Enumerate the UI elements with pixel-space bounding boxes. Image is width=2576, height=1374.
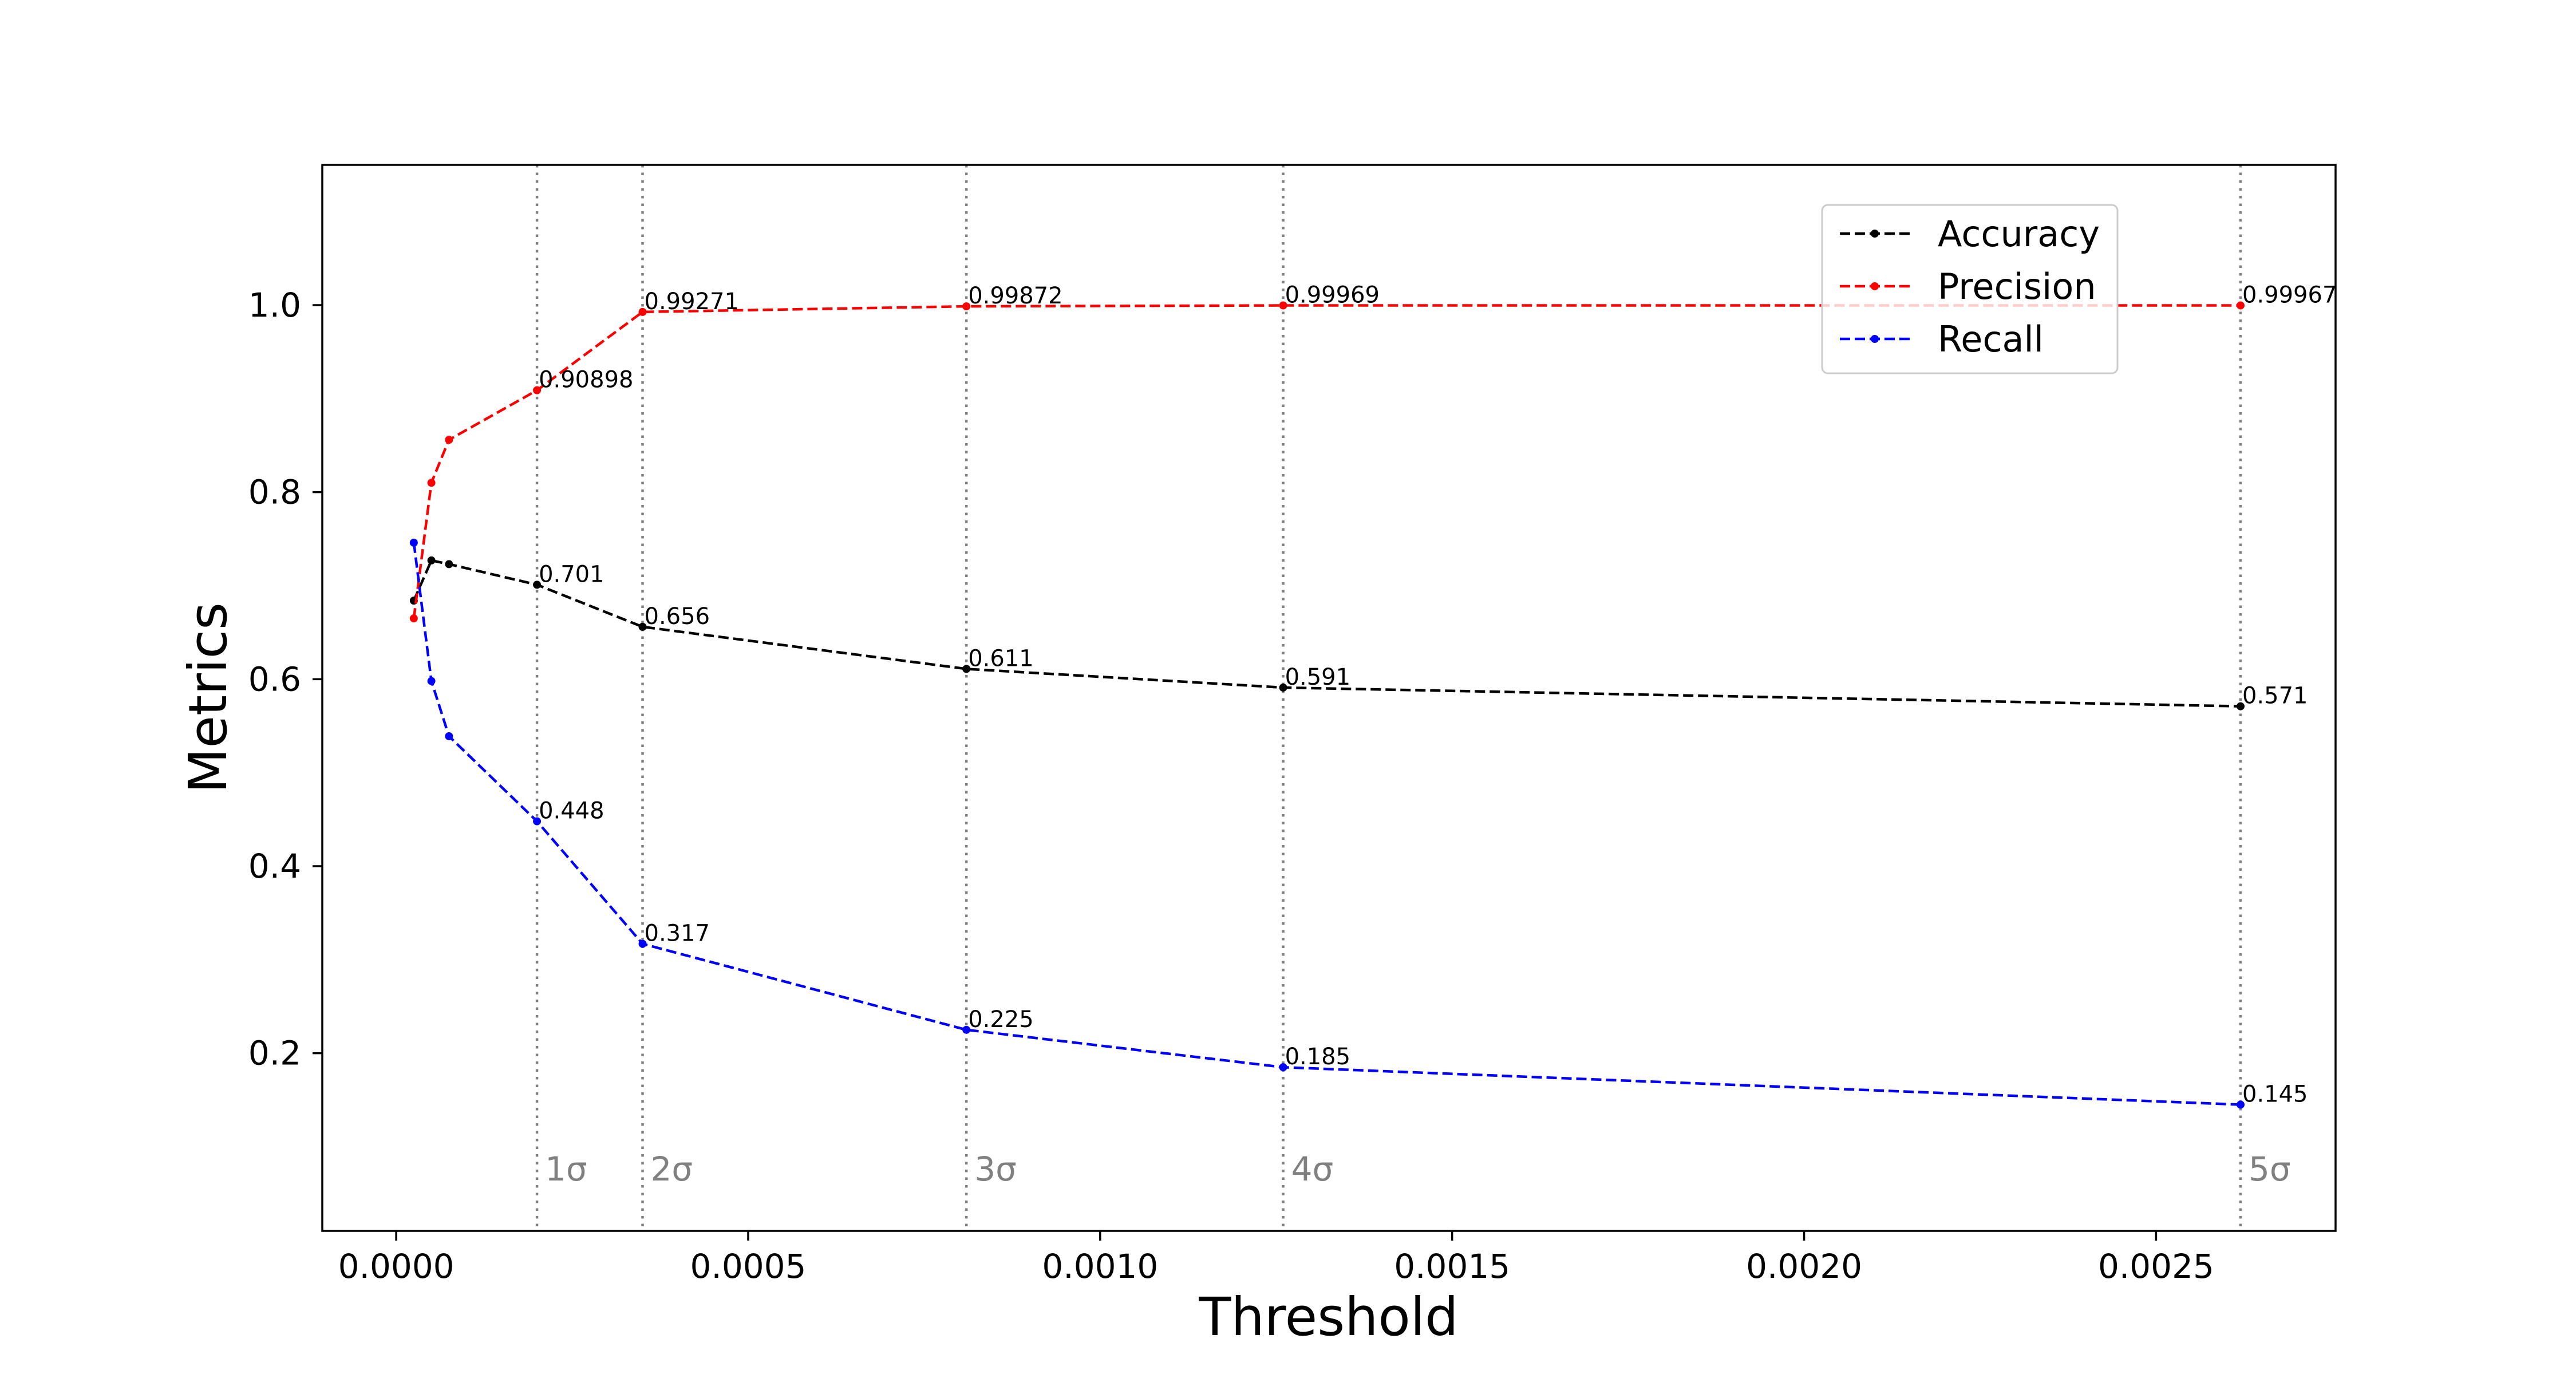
x-tick-label-6: 0.0025 <box>2098 1247 2214 1286</box>
x-axis-ticks: 0.0000 0.0005 0.0010 0.0015 0.0020 0.0025 <box>338 1231 2214 1286</box>
sigma-label-1: 1σ <box>545 1150 587 1189</box>
data-label-precision-5: 0.99271 <box>645 289 739 315</box>
y-tick-label-1: 0.2 <box>248 1034 301 1073</box>
legend-entry-recall: Recall <box>1840 318 2044 360</box>
data-label-accuracy-4: 0.701 <box>539 561 605 587</box>
data-label-accuracy-7: 0.591 <box>1285 664 1351 690</box>
point-precision-1 <box>409 614 418 623</box>
y-tick-label-5: 1.0 <box>248 286 301 325</box>
legend-entry-precision: Precision <box>1840 266 2096 307</box>
legend-entry-accuracy: Accuracy <box>1840 213 2100 255</box>
point-precision-2 <box>427 479 436 487</box>
legend-marker-precision <box>1871 282 1879 290</box>
series-accuracy <box>409 556 2245 710</box>
point-accuracy-5 <box>638 622 647 631</box>
point-recall-5 <box>638 939 647 948</box>
x-tick-label-4: 0.0015 <box>1394 1247 1510 1286</box>
y-tick-label-3: 0.6 <box>248 660 301 698</box>
sigma-label-3: 3σ <box>974 1150 1017 1189</box>
sigma-lines: 1σ 2σ 3σ 4σ 5σ <box>535 165 2291 1231</box>
point-recall-2 <box>427 677 436 685</box>
x-tick-label-1: 0.0000 <box>338 1247 455 1286</box>
point-accuracy-3 <box>445 560 453 568</box>
data-labels: 0.701 0.656 0.611 0.591 0.571 0.90898 0.99271 0… <box>539 282 2337 1108</box>
point-accuracy-4 <box>533 581 542 589</box>
point-recall-1 <box>409 538 418 547</box>
series-recall <box>409 538 2245 1109</box>
y-axis-label: Metrics <box>177 602 239 793</box>
legend-label-recall: Recall <box>1938 318 2044 360</box>
legend-marker-recall <box>1871 335 1879 343</box>
point-precision-4 <box>533 386 542 394</box>
line-precision <box>412 304 2241 619</box>
legend-marker-accuracy <box>1871 230 1879 238</box>
point-precision-6 <box>962 302 971 311</box>
line-recall <box>412 542 2241 1106</box>
data-label-accuracy-8: 0.571 <box>2242 683 2308 709</box>
point-accuracy-6 <box>962 665 971 673</box>
data-label-precision-4: 0.90898 <box>539 367 633 393</box>
point-precision-7 <box>1279 301 1287 310</box>
data-label-precision-8: 0.99967 <box>2242 282 2337 309</box>
point-accuracy-2 <box>427 556 436 564</box>
point-precision-3 <box>445 436 453 444</box>
point-recall-4 <box>533 817 542 826</box>
y-axis-ticks: 0.2 0.4 0.6 0.8 1.0 <box>248 286 322 1073</box>
point-recall-3 <box>445 732 453 740</box>
data-label-accuracy-6: 0.611 <box>968 645 1034 672</box>
sigma-label-2: 2σ <box>651 1150 693 1189</box>
data-label-recall-4: 0.448 <box>539 798 605 824</box>
point-recall-7 <box>1279 1063 1287 1072</box>
point-precision-5 <box>638 307 647 316</box>
point-recall-8 <box>2236 1100 2245 1109</box>
series-precision <box>409 301 2245 623</box>
data-label-precision-6: 0.99872 <box>968 283 1062 309</box>
data-label-precision-7: 0.99969 <box>1285 282 1380 309</box>
x-axis-label: Threshold <box>1198 1286 1458 1348</box>
sigma-label-5: 5σ <box>2249 1150 2291 1189</box>
legend: Accuracy Precision Recall <box>1821 204 2119 374</box>
series-lines <box>409 301 2245 1109</box>
point-recall-6 <box>962 1025 971 1034</box>
data-label-recall-7: 0.185 <box>1285 1044 1351 1070</box>
x-tick-label-3: 0.0010 <box>1042 1247 1158 1286</box>
data-label-recall-8: 0.145 <box>2242 1081 2308 1108</box>
point-accuracy-8 <box>2236 702 2245 710</box>
plot-frame <box>321 164 2337 1232</box>
data-label-accuracy-5: 0.656 <box>645 603 710 630</box>
x-tick-label-2: 0.0005 <box>690 1247 807 1286</box>
point-precision-8 <box>2236 301 2245 310</box>
point-accuracy-7 <box>1279 684 1287 692</box>
y-tick-label-2: 0.4 <box>248 847 301 886</box>
legend-label-accuracy: Accuracy <box>1938 213 2100 255</box>
x-tick-label-5: 0.0020 <box>1746 1247 1862 1286</box>
data-label-recall-5: 0.317 <box>645 921 710 947</box>
legend-label-precision: Precision <box>1938 266 2096 307</box>
y-tick-label-4: 0.8 <box>248 473 301 512</box>
legend-box <box>1821 204 2119 374</box>
sigma-label-4: 4σ <box>1291 1150 1334 1189</box>
data-label-recall-6: 0.225 <box>968 1006 1034 1033</box>
